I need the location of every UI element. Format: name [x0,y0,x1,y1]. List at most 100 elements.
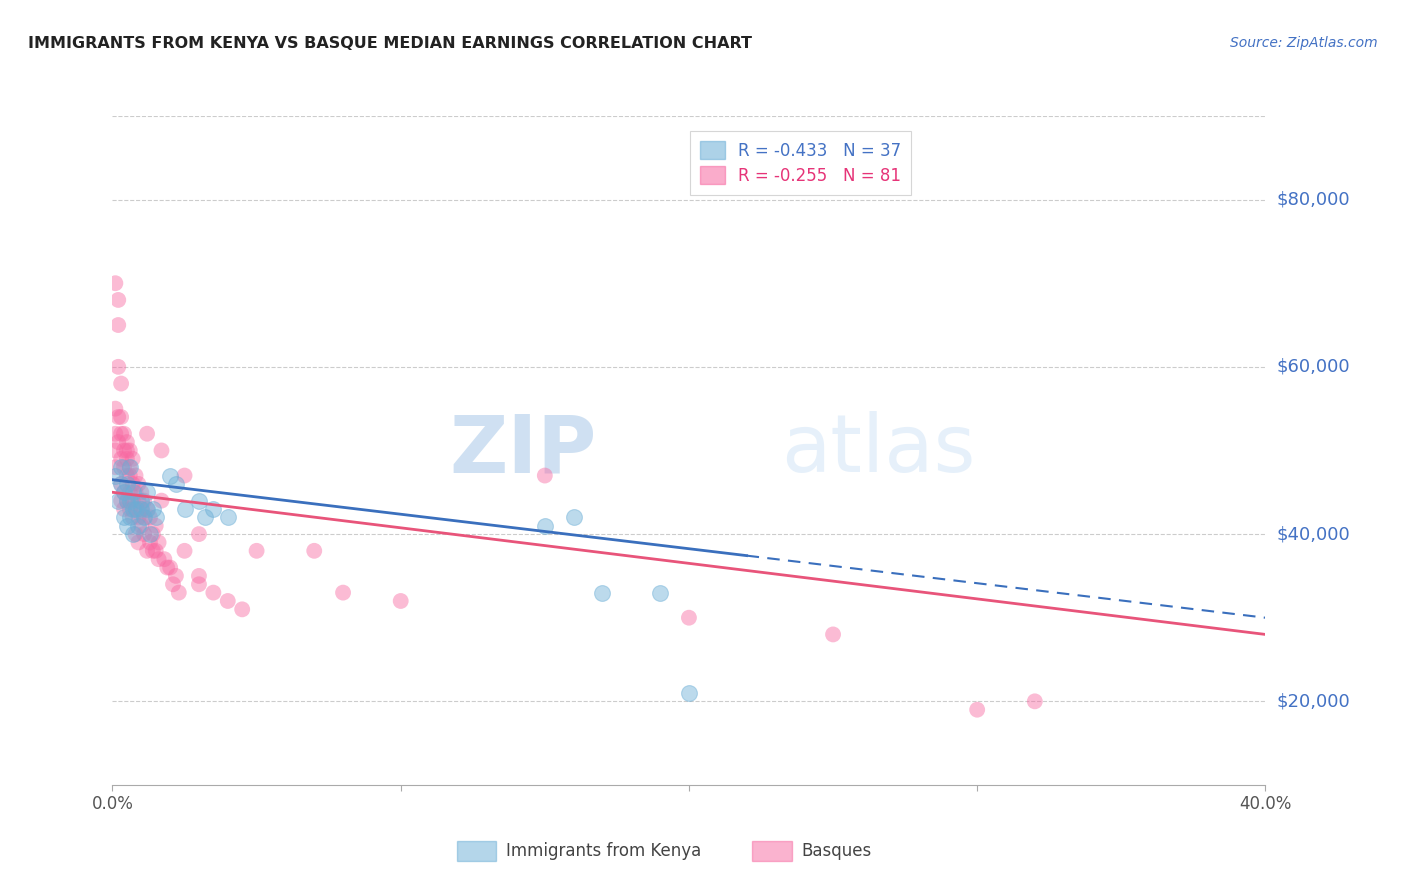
Point [821,627,844,641]
Point [156,560,179,574]
Point [107,318,129,332]
Point [110,426,132,441]
Point [162,577,184,591]
Point [118,460,141,475]
Point [112,485,135,500]
Point [159,468,181,483]
Point [134,493,156,508]
Point [136,426,159,441]
Point [562,510,585,524]
Point [202,502,225,516]
Point [150,443,173,458]
Point [332,585,354,599]
Point [188,577,211,591]
Point [150,493,173,508]
Point [231,602,253,616]
Point [188,569,211,583]
Point [115,476,138,491]
Point [104,460,127,475]
Point [110,493,132,508]
Text: Source: ZipAtlas.com: Source: ZipAtlas.com [1230,36,1378,50]
Point [124,502,146,516]
Point [118,485,141,500]
Point [139,510,162,524]
Point [115,468,138,483]
Point [136,502,159,516]
Point [159,560,181,574]
Point [245,544,267,558]
Point [121,451,143,466]
Point [389,594,412,608]
Point [124,502,146,516]
Text: ZIP: ZIP [450,411,596,490]
Point [148,535,170,549]
Point [129,493,153,508]
Text: atlas: atlas [782,411,976,490]
Point [165,476,187,491]
Point [304,544,326,558]
Point [115,443,138,458]
Point [110,451,132,466]
Point [217,594,239,608]
Point [127,535,149,549]
Point [142,527,165,541]
Point [107,435,129,450]
Text: IMMIGRANTS FROM KENYA VS BASQUE MEDIAN EARNINGS CORRELATION CHART: IMMIGRANTS FROM KENYA VS BASQUE MEDIAN E… [28,36,752,51]
Point [110,476,132,491]
Point [533,468,555,483]
Text: Immigrants from Kenya: Immigrants from Kenya [506,842,702,860]
Point [118,443,141,458]
Point [110,410,132,425]
Point [966,703,988,717]
Point [121,510,143,524]
Text: $60,000: $60,000 [1277,358,1350,376]
Point [217,510,239,524]
Point [118,510,141,524]
Point [678,611,700,625]
Point [139,535,162,549]
Point [118,493,141,508]
Point [104,426,127,441]
Point [104,401,127,416]
Point [121,493,143,508]
Point [129,485,153,500]
Point [533,518,555,533]
Point [115,435,138,450]
Point [134,510,156,524]
Point [136,544,159,558]
Text: Basques: Basques [801,842,872,860]
Point [129,518,153,533]
Point [194,510,217,524]
Point [145,518,167,533]
Point [110,376,132,391]
Point [124,527,146,541]
Point [104,443,127,458]
Point [127,510,149,524]
Point [148,552,170,566]
Point [107,493,129,508]
Point [142,544,165,558]
Point [121,476,143,491]
Point [107,359,129,374]
Point [121,527,143,541]
Point [115,493,138,508]
Point [127,493,149,508]
Point [127,518,149,533]
Point [145,510,167,524]
Point [1024,694,1046,708]
Point [136,485,159,500]
Point [127,476,149,491]
Point [115,493,138,508]
Point [110,460,132,475]
Point [678,686,700,700]
Point [115,518,138,533]
Point [104,277,127,291]
Point [110,476,132,491]
Point [107,410,129,425]
Point [142,502,165,516]
Point [153,552,176,566]
Point [112,426,135,441]
Point [167,585,190,599]
Point [188,493,211,508]
Point [112,485,135,500]
